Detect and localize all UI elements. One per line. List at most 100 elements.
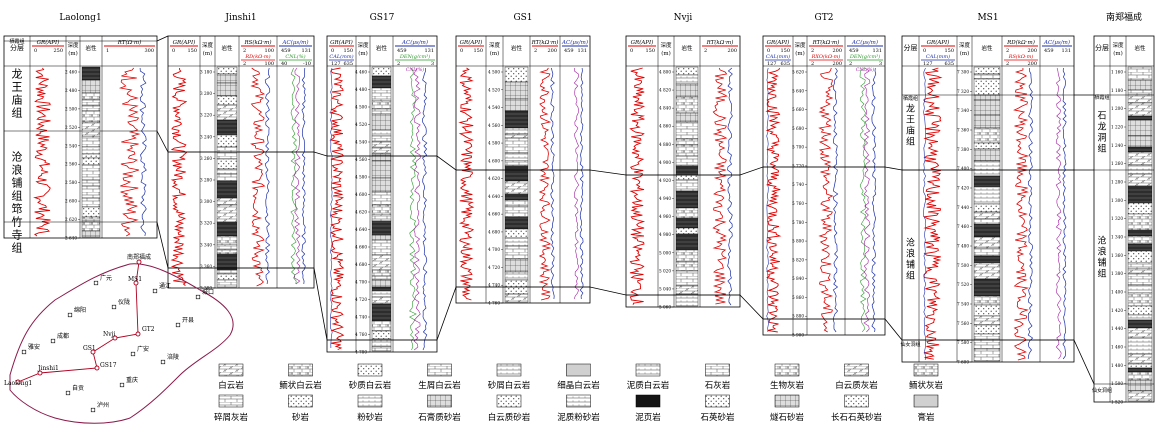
track-l: 岩性 <box>971 36 1001 362</box>
resistivity-curve-2 <box>727 67 733 306</box>
lithology-bed <box>973 78 1001 96</box>
lithology-bed <box>1127 363 1153 369</box>
lithology-bed <box>504 98 529 112</box>
map-label: GS1 <box>83 345 96 352</box>
range-max: -10 <box>303 61 311 67</box>
range-min: 127 <box>767 61 777 67</box>
lithology-bed <box>371 239 392 256</box>
depth-tick: 5 840 <box>792 276 804 281</box>
cnl-curve <box>863 67 871 333</box>
range-min: 2 <box>243 61 246 67</box>
depth-tick: 4 800 <box>659 70 671 75</box>
range-min: 127 <box>923 61 933 67</box>
gr-curve <box>170 68 188 286</box>
legend-label: 生物灰岩 <box>770 380 805 391</box>
lithology-bed <box>675 261 699 272</box>
depth-tick: 7 480 <box>957 244 969 249</box>
lithology-bed <box>81 230 101 238</box>
formation-label: 仙女洞组 <box>900 341 920 348</box>
depth-tick: 1 400 <box>1111 290 1123 295</box>
track-label: 深度 <box>660 41 672 49</box>
depth-tick: 4 480 <box>355 87 367 92</box>
lithology-bed <box>371 129 392 137</box>
lithology-bed <box>216 197 238 206</box>
well-frame <box>3 35 158 239</box>
track-label: 分层 <box>1095 43 1109 52</box>
lithology-bed <box>371 279 392 288</box>
range-min: 2 <box>811 48 814 54</box>
city-marker <box>130 351 136 357</box>
map-label: Laolong1 <box>4 380 32 387</box>
cnl-curve <box>573 67 580 300</box>
lithology-bed <box>371 214 392 222</box>
depth-tick: 3 240 <box>200 134 212 139</box>
lithology-bed <box>675 165 699 176</box>
map-label: 自贡 <box>72 384 84 392</box>
depth-tick: 7 340 <box>957 108 969 113</box>
den-curve <box>409 67 417 351</box>
depth-tick: 7 460 <box>957 224 969 229</box>
lithology-bed <box>504 180 529 195</box>
depth-tick: 3 320 <box>200 221 212 226</box>
lithology-bed <box>371 254 392 271</box>
lithology-bed <box>973 295 1001 306</box>
legend-swatch <box>844 363 869 377</box>
lithology-bed <box>1127 102 1153 117</box>
range-min: 2 <box>811 61 814 67</box>
lithology-bed <box>504 152 529 162</box>
depth-tick: 4 780 <box>355 350 367 355</box>
lithology-bed <box>216 158 238 170</box>
gr-curve <box>923 67 943 360</box>
well-name: Jinshi1 <box>224 13 256 23</box>
map-label: Nvji <box>103 331 116 338</box>
depth-tick: 4 940 <box>659 196 671 201</box>
legend-label: 砂质白云岩 <box>349 380 392 391</box>
gr-curve <box>629 67 646 305</box>
lithology-bed <box>973 114 1001 129</box>
lithology-bed <box>973 73 1001 80</box>
depth-tick: 2 520 <box>65 125 77 130</box>
track-d: 深度(m) 4 800 4 820 4 840 4 860 4 880 4 900 4 920… <box>657 36 674 310</box>
lithology-bed <box>1127 390 1153 402</box>
range-max: 300 <box>144 48 154 54</box>
depth-tick: 3 340 <box>200 242 212 247</box>
track-label: (m) <box>1113 50 1123 57</box>
depth-tick: 1 340 <box>1111 235 1123 240</box>
depth-tick: 4 540 <box>355 140 367 145</box>
lithology-bed <box>675 179 699 192</box>
lithology-bed <box>973 236 1001 249</box>
depth-tick: 4 760 <box>488 301 500 306</box>
well-name: GS17 <box>370 13 395 23</box>
lithology-bed <box>504 271 529 281</box>
formation-label: 龙王庙组 <box>906 103 915 148</box>
well-marker <box>15 379 21 385</box>
well-name: GT2 <box>815 13 834 23</box>
lithology-bed <box>216 204 238 223</box>
depth-tick: 2 640 <box>65 236 77 241</box>
lithology-bed <box>371 269 392 277</box>
legend-label: 泥页岩 <box>635 412 661 423</box>
lithology-bed <box>216 180 238 199</box>
depth-tick: 5 620 <box>792 70 804 75</box>
depth-tick: 4 560 <box>355 157 367 162</box>
depth-tick: 4 520 <box>355 122 367 127</box>
depth-tick: 1 460 <box>1111 345 1123 350</box>
well-jinshi1: Jinshi1 GR(API) 0 150 深度(m) 3 180 3 200 3 220 3 … <box>167 13 315 291</box>
depth-tick: 4 540 <box>488 105 500 110</box>
legend-label: 白云质砂岩 <box>488 412 531 423</box>
depth-tick: 5 900 <box>792 333 804 338</box>
lithology-bed <box>216 279 238 288</box>
lithology-bed <box>504 258 529 273</box>
lithology-bed <box>973 324 1001 335</box>
range-max: 200 <box>727 48 737 54</box>
curve-name: GR(API) <box>330 39 353 46</box>
lithology-bed <box>973 203 1001 213</box>
track-fm: 分层 <box>10 43 24 52</box>
range-max: 635 <box>343 61 353 67</box>
resistivity-curve <box>712 67 728 305</box>
lithology-bed <box>675 233 699 251</box>
